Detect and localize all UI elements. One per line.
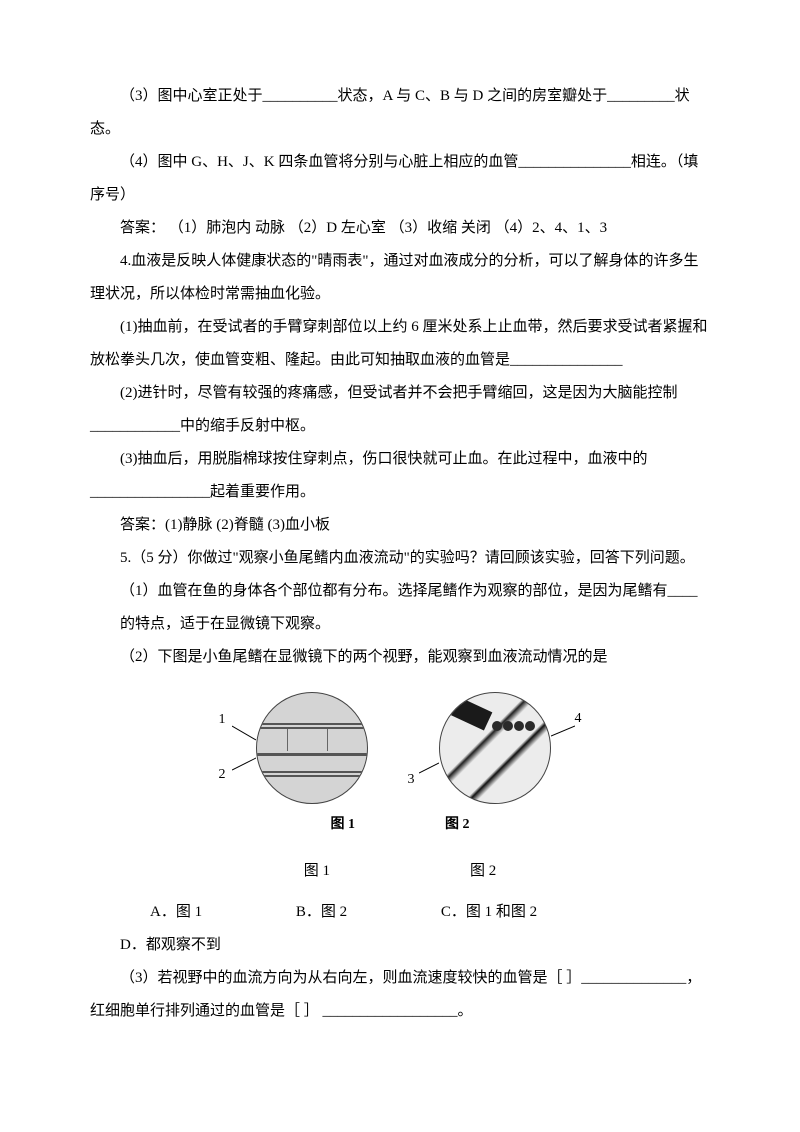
leader-lines-mid xyxy=(419,703,439,793)
q4-2: (2)进针时，尽管有较强的疼痛感，但受试者并不会把手臂缩回，这是因为大脑能控制_… xyxy=(90,377,710,443)
leader-lines-left xyxy=(232,708,256,788)
fig-label-2: 2 xyxy=(219,760,226,791)
option-b: B．图 2 xyxy=(266,896,347,929)
fig-label-3: 3 xyxy=(408,765,415,796)
fig-label-4: 4 xyxy=(575,711,582,726)
q4-1: (1)抽血前，在受试者的手臂穿刺部位以上约 6 厘米处系上止血带，然后要求受试者… xyxy=(90,311,710,377)
option-c: C．图 1 和图 2 xyxy=(411,896,537,929)
fig-label-1: 1 xyxy=(219,705,226,736)
option-d: D．都观察不到 xyxy=(90,929,221,962)
answer-3: 答案： （1）肺泡内 动脉 （2）D 左心室 （3）收缩 关闭 （4）2、4、1… xyxy=(90,212,710,245)
q5-intro: 5.（5 分）你做过"观察小鱼尾鳍内血液流动"的实验吗？请回顾该实验，回答下列问… xyxy=(90,542,710,575)
q3-3: （3）图中心室正处于__________状态，A 与 C、B 与 D 之间的房室… xyxy=(90,80,710,146)
q3-4: （4）图中 G、H、J、K 四条血管将分别与心脏上相应的血管__________… xyxy=(90,146,710,212)
fig-caption-a: 图 1 xyxy=(304,855,330,888)
q5-1b: 的特点，适于在显微镜下观察。 xyxy=(90,608,710,641)
answer-4: 答案：(1)静脉 (2)脊髓 (3)血小板 xyxy=(90,509,710,542)
q5-1a: （1）血管在鱼的身体各个部位都有分布。选择尾鳍作为观察的部位，是因为尾鳍有___… xyxy=(90,575,710,608)
microscope-view-2 xyxy=(439,692,551,804)
fig-caption-1: 图 1 xyxy=(331,810,356,841)
q5-2-options: A．图 1 B．图 2 C．图 1 和图 2 D．都观察不到 xyxy=(90,896,710,962)
q4-intro: 4.血液是反映人体健康状态的"晴雨表"，通过对血液成分的分析，可以了解身体的许多… xyxy=(90,245,710,311)
q5-2: （2）下图是小鱼尾鳍在显微镜下的两个视野，能观察到血液流动情况的是 xyxy=(90,641,710,674)
q5-3: （3）若视野中的血流方向为从右向左，则血流速度较快的血管是［ ］________… xyxy=(90,962,710,1028)
q4-3: (3)抽血后，用脱脂棉球按住穿刺点，伤口很快就可止血。在此过程中，血液中的___… xyxy=(90,443,710,509)
fig-caption-b: 图 2 xyxy=(470,855,496,888)
figure-microscope: 1 2 . xyxy=(90,692,710,888)
leader-lines-right xyxy=(551,708,575,788)
option-a: A．图 1 xyxy=(120,896,202,929)
microscope-view-1 xyxy=(256,692,368,804)
fig-caption-2: 图 2 xyxy=(445,810,470,841)
